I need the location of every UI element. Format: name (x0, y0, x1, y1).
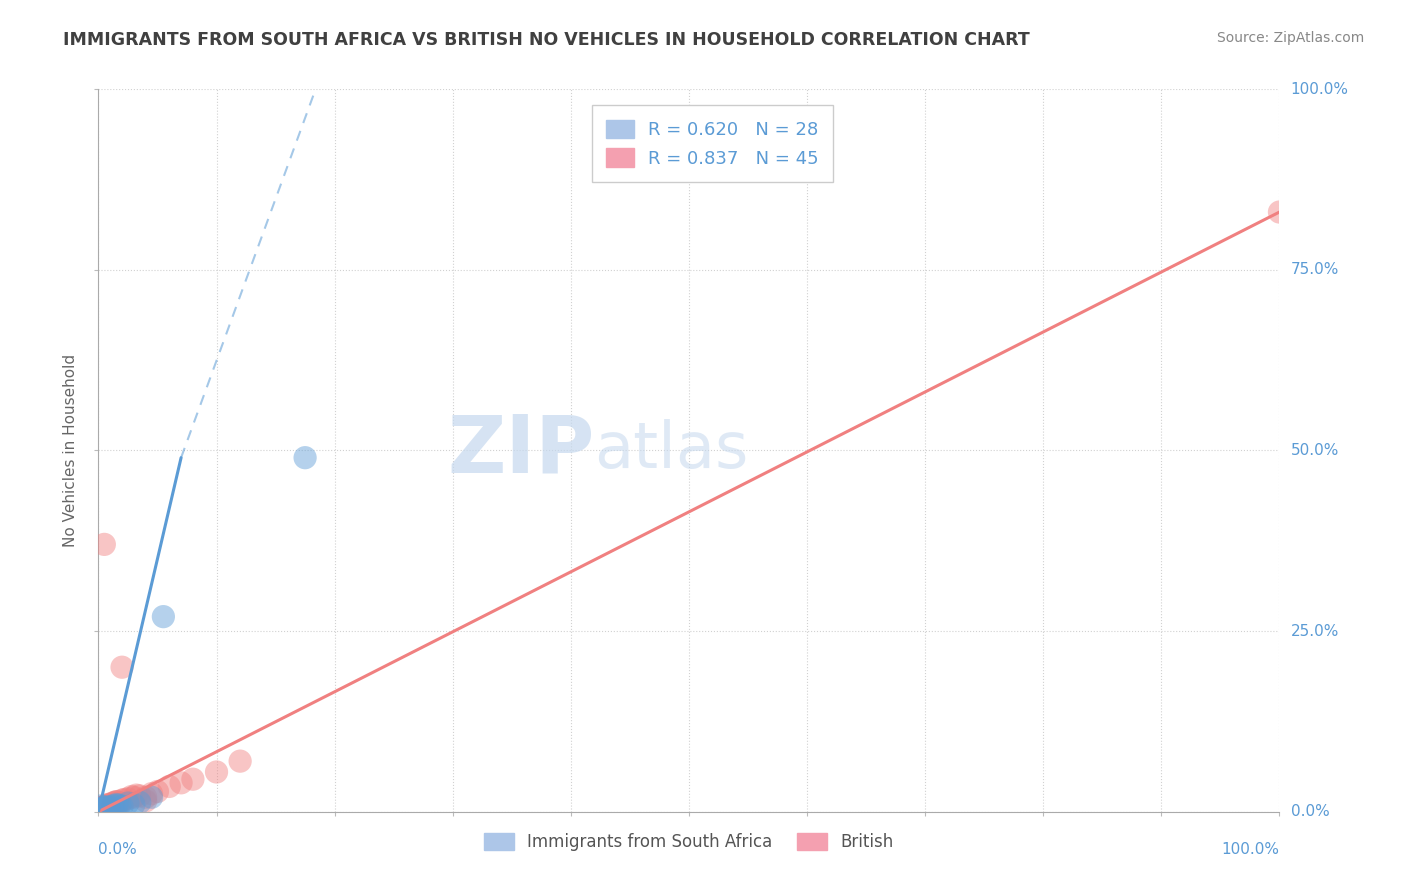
Point (181, 772, 204, 787)
Point (91, 802, 114, 816)
Point (94, 801, 117, 815)
Point (135, 794, 157, 808)
Text: 0.0%: 0.0% (1291, 805, 1329, 819)
Point (122, 797, 145, 812)
Point (117, 796, 139, 810)
Point (103, 796, 125, 810)
Point (141, 787, 163, 801)
Point (90, 801, 112, 815)
Point (89, 803, 111, 817)
Point (89, 804, 111, 818)
Text: IMMIGRANTS FROM SOUTH AFRICA VS BRITISH NO VEHICLES IN HOUSEHOLD CORRELATION CHA: IMMIGRANTS FROM SOUTH AFRICA VS BRITISH … (63, 31, 1031, 49)
Point (93, 799, 115, 814)
Point (91, 803, 114, 817)
Point (294, 450, 316, 465)
Point (105, 795, 128, 809)
Point (105, 795, 128, 809)
Point (135, 790, 157, 805)
Point (89, 803, 111, 817)
Point (89, 803, 111, 817)
Point (98, 799, 121, 814)
Point (122, 790, 145, 805)
Text: 100.0%: 100.0% (1291, 82, 1348, 96)
Point (125, 788, 148, 802)
Point (90, 803, 112, 817)
Point (105, 797, 128, 812)
Point (105, 798, 128, 813)
Text: 0.0%: 0.0% (98, 842, 138, 857)
Point (121, 789, 143, 804)
Point (128, 789, 150, 803)
Point (94, 802, 117, 816)
Point (111, 660, 134, 674)
Point (91, 801, 114, 815)
Point (89, 804, 111, 818)
Point (100, 798, 122, 813)
Point (111, 799, 134, 814)
Text: 25.0%: 25.0% (1291, 624, 1339, 639)
Text: 75.0%: 75.0% (1291, 262, 1339, 277)
Point (104, 795, 127, 809)
Point (157, 780, 180, 794)
Point (141, 790, 163, 805)
Point (97, 801, 120, 815)
Text: Source: ZipAtlas.com: Source: ZipAtlas.com (1216, 31, 1364, 45)
Point (93, 537, 115, 551)
Point (103, 799, 125, 814)
Point (1268, 205, 1291, 219)
Text: ZIP: ZIP (447, 411, 595, 490)
Point (90, 802, 112, 816)
Point (94, 799, 117, 814)
Point (229, 754, 252, 768)
Point (112, 792, 135, 806)
Point (111, 793, 134, 807)
Point (91, 801, 114, 815)
Point (91, 802, 114, 816)
Point (205, 764, 228, 779)
Point (94, 799, 117, 814)
Point (96, 799, 118, 814)
Point (117, 791, 139, 805)
Text: 50.0%: 50.0% (1291, 443, 1339, 458)
Point (101, 799, 124, 814)
Point (93, 802, 115, 816)
Point (108, 798, 131, 813)
Point (98, 800, 121, 814)
Text: atlas: atlas (595, 419, 749, 482)
Legend: Immigrants from South Africa, British: Immigrants from South Africa, British (477, 826, 901, 857)
Point (108, 796, 131, 810)
Point (91, 800, 114, 814)
Point (105, 797, 128, 812)
Point (128, 795, 150, 809)
Point (97, 797, 120, 812)
Text: 100.0%: 100.0% (1222, 842, 1279, 857)
Y-axis label: No Vehicles in Household: No Vehicles in Household (63, 354, 79, 547)
Point (152, 609, 174, 624)
Point (98, 797, 121, 812)
Point (96, 800, 118, 814)
Point (90, 799, 112, 814)
Point (93, 800, 115, 814)
Point (97, 801, 120, 815)
Point (101, 796, 124, 810)
Point (98, 800, 121, 814)
Point (93, 800, 115, 814)
Point (170, 776, 193, 790)
Point (146, 784, 169, 798)
Point (94, 799, 117, 814)
Point (89, 801, 111, 815)
